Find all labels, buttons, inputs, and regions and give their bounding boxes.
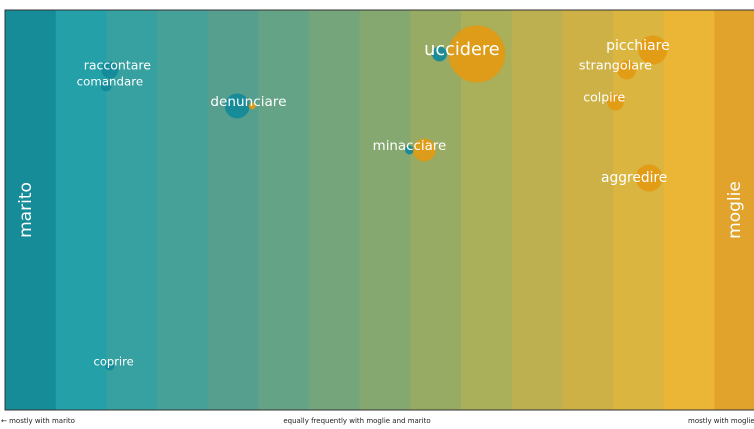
bubble [606, 93, 625, 111]
stripe [55, 10, 107, 410]
word-label: comandare [77, 75, 143, 89]
word-label: strangolare [579, 59, 652, 74]
stripe [410, 10, 462, 410]
stripe [258, 10, 310, 410]
word-label: colpire [583, 90, 625, 105]
bubble [100, 80, 112, 92]
stripe [207, 10, 259, 410]
stripe [714, 10, 754, 410]
left-label: marito [16, 182, 36, 238]
bubble [617, 60, 637, 80]
word-label: uccidere [424, 40, 499, 60]
bubble [635, 164, 663, 192]
bubble [448, 25, 506, 83]
bubble [638, 35, 668, 65]
word-label: minacciare [373, 139, 447, 154]
axis-center-label: equally frequently with moglie and marit… [283, 417, 430, 425]
bubble [101, 61, 119, 79]
stripe [359, 10, 411, 410]
bubble [431, 46, 448, 62]
bubble [248, 102, 256, 110]
background-stripes [5, 10, 754, 410]
bubbles: uccidere picchiare strangolare raccontare co… [77, 25, 670, 371]
word-label: raccontare [84, 58, 152, 73]
plot-border [4, 9, 754, 411]
word-label: coprire [94, 355, 134, 369]
right-label: moglie [725, 181, 745, 239]
axis-right-label: mostly with moglie → [688, 417, 754, 425]
bubble [412, 138, 437, 162]
word-label: aggredire [601, 170, 667, 186]
stripe [5, 10, 57, 410]
word-label: denunciare [210, 94, 286, 110]
stripe [562, 10, 614, 410]
word-label: picchiare [606, 38, 670, 54]
axis-left-label: ← mostly with marito [1, 417, 75, 425]
stripe [511, 10, 563, 410]
stripe [663, 10, 715, 410]
bubble [105, 361, 115, 371]
stripe [309, 10, 361, 410]
stripe [157, 10, 209, 410]
